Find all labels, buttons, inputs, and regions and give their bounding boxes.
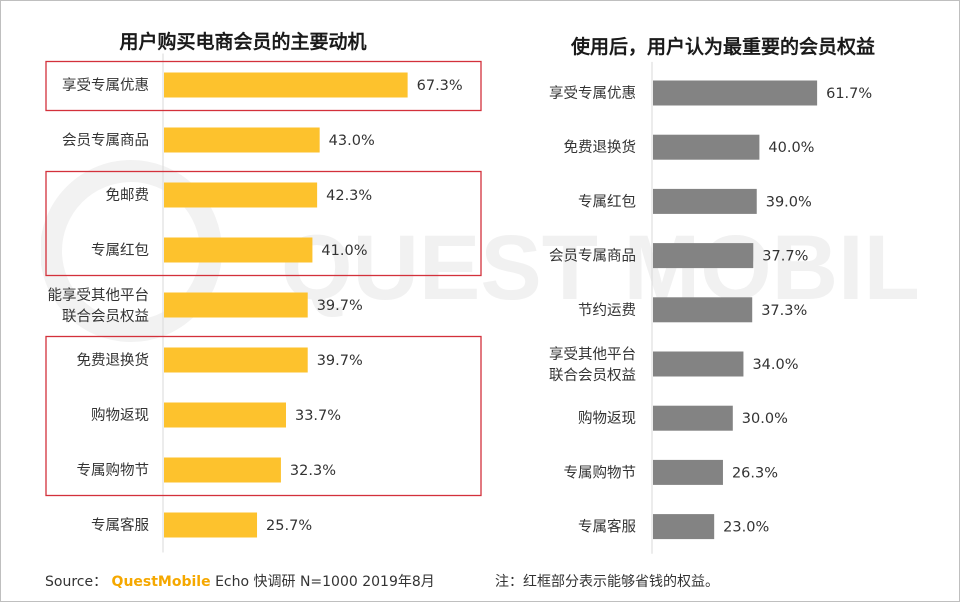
left-bar (164, 457, 281, 483)
right-value-label: 37.3% (761, 303, 807, 319)
left-value-label: 41.0% (321, 243, 367, 259)
right-value-label: 37.7% (762, 249, 808, 265)
right-category-label: 享受其他平台 (549, 346, 636, 363)
left-value-label: 39.7% (317, 353, 363, 369)
right-bar (653, 80, 818, 106)
right-bar (653, 459, 723, 485)
right-bar (653, 297, 753, 323)
left-category-label: 会员专属商品 (62, 132, 149, 149)
right-chart: 使用后，用户认为最重要的会员权益 61.7% 享受专属优惠 40.0% 免费退换货 39.… (549, 35, 875, 554)
right-category-label: 免费退换货 (564, 139, 637, 156)
left-value-label: 67.3% (417, 78, 463, 94)
right-category-label: 联合会员权益 (549, 367, 636, 384)
right-value-label: 61.7% (826, 86, 872, 102)
right-bar (653, 351, 744, 377)
left-value-label: 32.3% (290, 463, 336, 479)
left-bar (164, 292, 308, 318)
left-value-label: 33.7% (295, 408, 341, 424)
left-highlight-box (45, 60, 482, 112)
left-category-label: 购物返现 (91, 407, 149, 424)
right-bar (653, 243, 754, 269)
left-bar (164, 182, 318, 208)
source-footer: Source： QuestMobile Echo 快调研 N=1000 2019… (45, 571, 435, 591)
right-bar (653, 405, 733, 431)
left-category-label: 免邮费 (106, 187, 150, 204)
left-value-label: 39.7% (317, 298, 363, 314)
left-highlight-box (45, 170, 482, 277)
left-bar (164, 347, 308, 373)
left-highlight-box (45, 335, 482, 497)
source-label: Source： (45, 574, 108, 590)
left-bar (164, 72, 408, 98)
right-category-label: 专属购物节 (564, 464, 637, 481)
right-value-label: 26.3% (732, 465, 778, 481)
right-value-label: 39.0% (766, 194, 812, 210)
right-category-label: 专属客服 (578, 519, 636, 536)
left-value-label: 42.3% (326, 188, 372, 204)
right-bar (653, 514, 715, 540)
left-value-label: 25.7% (266, 518, 312, 534)
right-bar (653, 188, 757, 214)
right-category-label: 享受专属优惠 (549, 85, 636, 102)
left-category-label: 专属红包 (91, 242, 149, 259)
right-category-label: 专属红包 (578, 193, 636, 210)
left-value-label: 43.0% (329, 133, 375, 149)
right-value-label: 34.0% (752, 357, 798, 373)
left-category-label: 专属客服 (91, 517, 149, 534)
right-category-label: 购物返现 (578, 410, 636, 427)
left-chart: 用户购买电商会员的主要动机 67.3% 享受专属优惠 43.0% 会员专属商品 42.3%… (45, 30, 482, 553)
right-value-label: 23.0% (723, 520, 769, 536)
source-detail: Echo 快调研 N=1000 2019年8月 (215, 574, 435, 590)
left-category-label: 专属购物节 (77, 462, 150, 479)
left-category-label: 能享受其他平台 (48, 287, 150, 304)
right-value-label: 30.0% (742, 411, 788, 427)
left-bar (164, 237, 313, 263)
brand-name: QuestMobile (111, 574, 211, 590)
right-category-label: 会员专属商品 (549, 248, 636, 265)
right-category-label: 节约运费 (578, 302, 636, 319)
left-chart-title: 用户购买电商会员的主要动机 (119, 30, 366, 53)
left-bar (164, 402, 286, 428)
left-category-label: 联合会员权益 (62, 308, 149, 325)
right-bar (653, 134, 760, 160)
left-bar (164, 127, 320, 153)
note-text: 注：红框部分表示能够省钱的权益。 (495, 574, 719, 590)
left-category-label: 免费退换货 (77, 352, 150, 369)
charts: 用户购买电商会员的主要动机 67.3% 享受专属优惠 43.0% 会员专属商品 42.3%… (45, 30, 875, 554)
left-bar (164, 512, 258, 538)
left-category-label: 享受专属优惠 (62, 77, 149, 94)
right-chart-title: 使用后，用户认为最重要的会员权益 (570, 35, 875, 58)
right-value-label: 40.0% (768, 140, 814, 156)
